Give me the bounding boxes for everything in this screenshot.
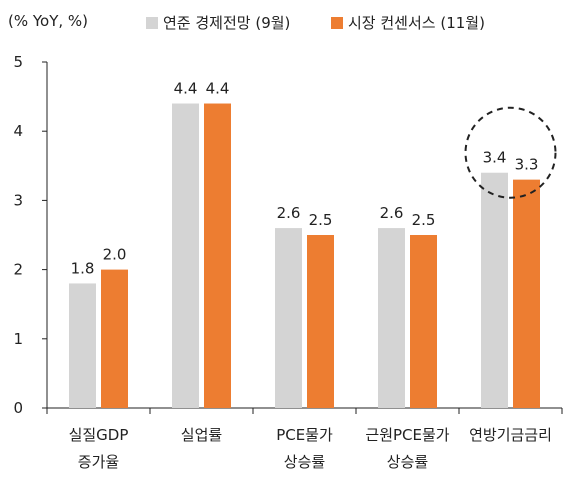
data-label-s1-c0: 2.0 bbox=[103, 246, 127, 264]
bar-s1-c3 bbox=[410, 235, 437, 408]
category-label-0-line-0: 실질GDP bbox=[69, 426, 129, 444]
category-label-1-line-0: 실업률 bbox=[181, 426, 223, 444]
category-label-3-line-0: 근원PCE물가 bbox=[365, 426, 449, 444]
highlight-dashed-circle bbox=[464, 106, 557, 199]
category-label-4-line-0: 연방기금금리 bbox=[469, 426, 552, 444]
y-tick-label-4: 4 bbox=[13, 122, 23, 140]
y-tick-label-3: 3 bbox=[13, 191, 23, 209]
data-label-s0-c1: 4.4 bbox=[174, 80, 198, 98]
bar-s0-c3 bbox=[378, 228, 405, 408]
bar-s1-c2 bbox=[307, 235, 334, 408]
data-label-s1-c4: 3.3 bbox=[515, 156, 539, 174]
bar-s1-c1 bbox=[204, 103, 231, 409]
data-label-s0-c3: 2.6 bbox=[380, 204, 404, 222]
data-label-s1-c1: 4.4 bbox=[206, 80, 230, 98]
bar-s0-c2 bbox=[275, 228, 302, 408]
category-label-2-line-0: PCE물가 bbox=[276, 426, 333, 444]
y-tick-label-1: 1 bbox=[13, 330, 23, 348]
legend-label-market: 시장 컨센서스 (11월) bbox=[348, 14, 485, 32]
y-tick-label-2: 2 bbox=[13, 261, 23, 279]
legend-label-fed: 연준 경제전망 (9월) bbox=[163, 14, 291, 32]
category-label-3-line-1: 상승률 bbox=[387, 453, 429, 471]
bar-s0-c0 bbox=[69, 283, 96, 408]
y-axis-unit-label: (% YoY, %) bbox=[8, 12, 89, 30]
legend-swatch-fed bbox=[146, 16, 158, 29]
data-label-s1-c2: 2.5 bbox=[309, 211, 333, 229]
bar-s0-c4 bbox=[481, 172, 508, 408]
data-label-s0-c2: 2.6 bbox=[277, 204, 301, 222]
category-label-0-line-1: 증가율 bbox=[78, 453, 119, 471]
data-label-s1-c3: 2.5 bbox=[412, 211, 436, 229]
legend-item-fed-projection: 연준 경제전망 (9월) bbox=[146, 12, 290, 33]
legend-item-market-consensus: 시장 컨센서스 (11월) bbox=[331, 12, 485, 33]
data-label-s0-c0: 1.8 bbox=[71, 259, 95, 277]
bar-s0-c1 bbox=[172, 103, 199, 409]
legend-swatch-market bbox=[331, 16, 343, 29]
y-tick-label-0: 0 bbox=[13, 399, 23, 417]
y-tick-label-5: 5 bbox=[13, 53, 23, 71]
data-label-s0-c4: 3.4 bbox=[483, 149, 507, 167]
category-label-2-line-1: 상승률 bbox=[284, 453, 326, 471]
bar-s1-c0 bbox=[101, 269, 128, 408]
bar-s1-c4 bbox=[513, 179, 540, 408]
